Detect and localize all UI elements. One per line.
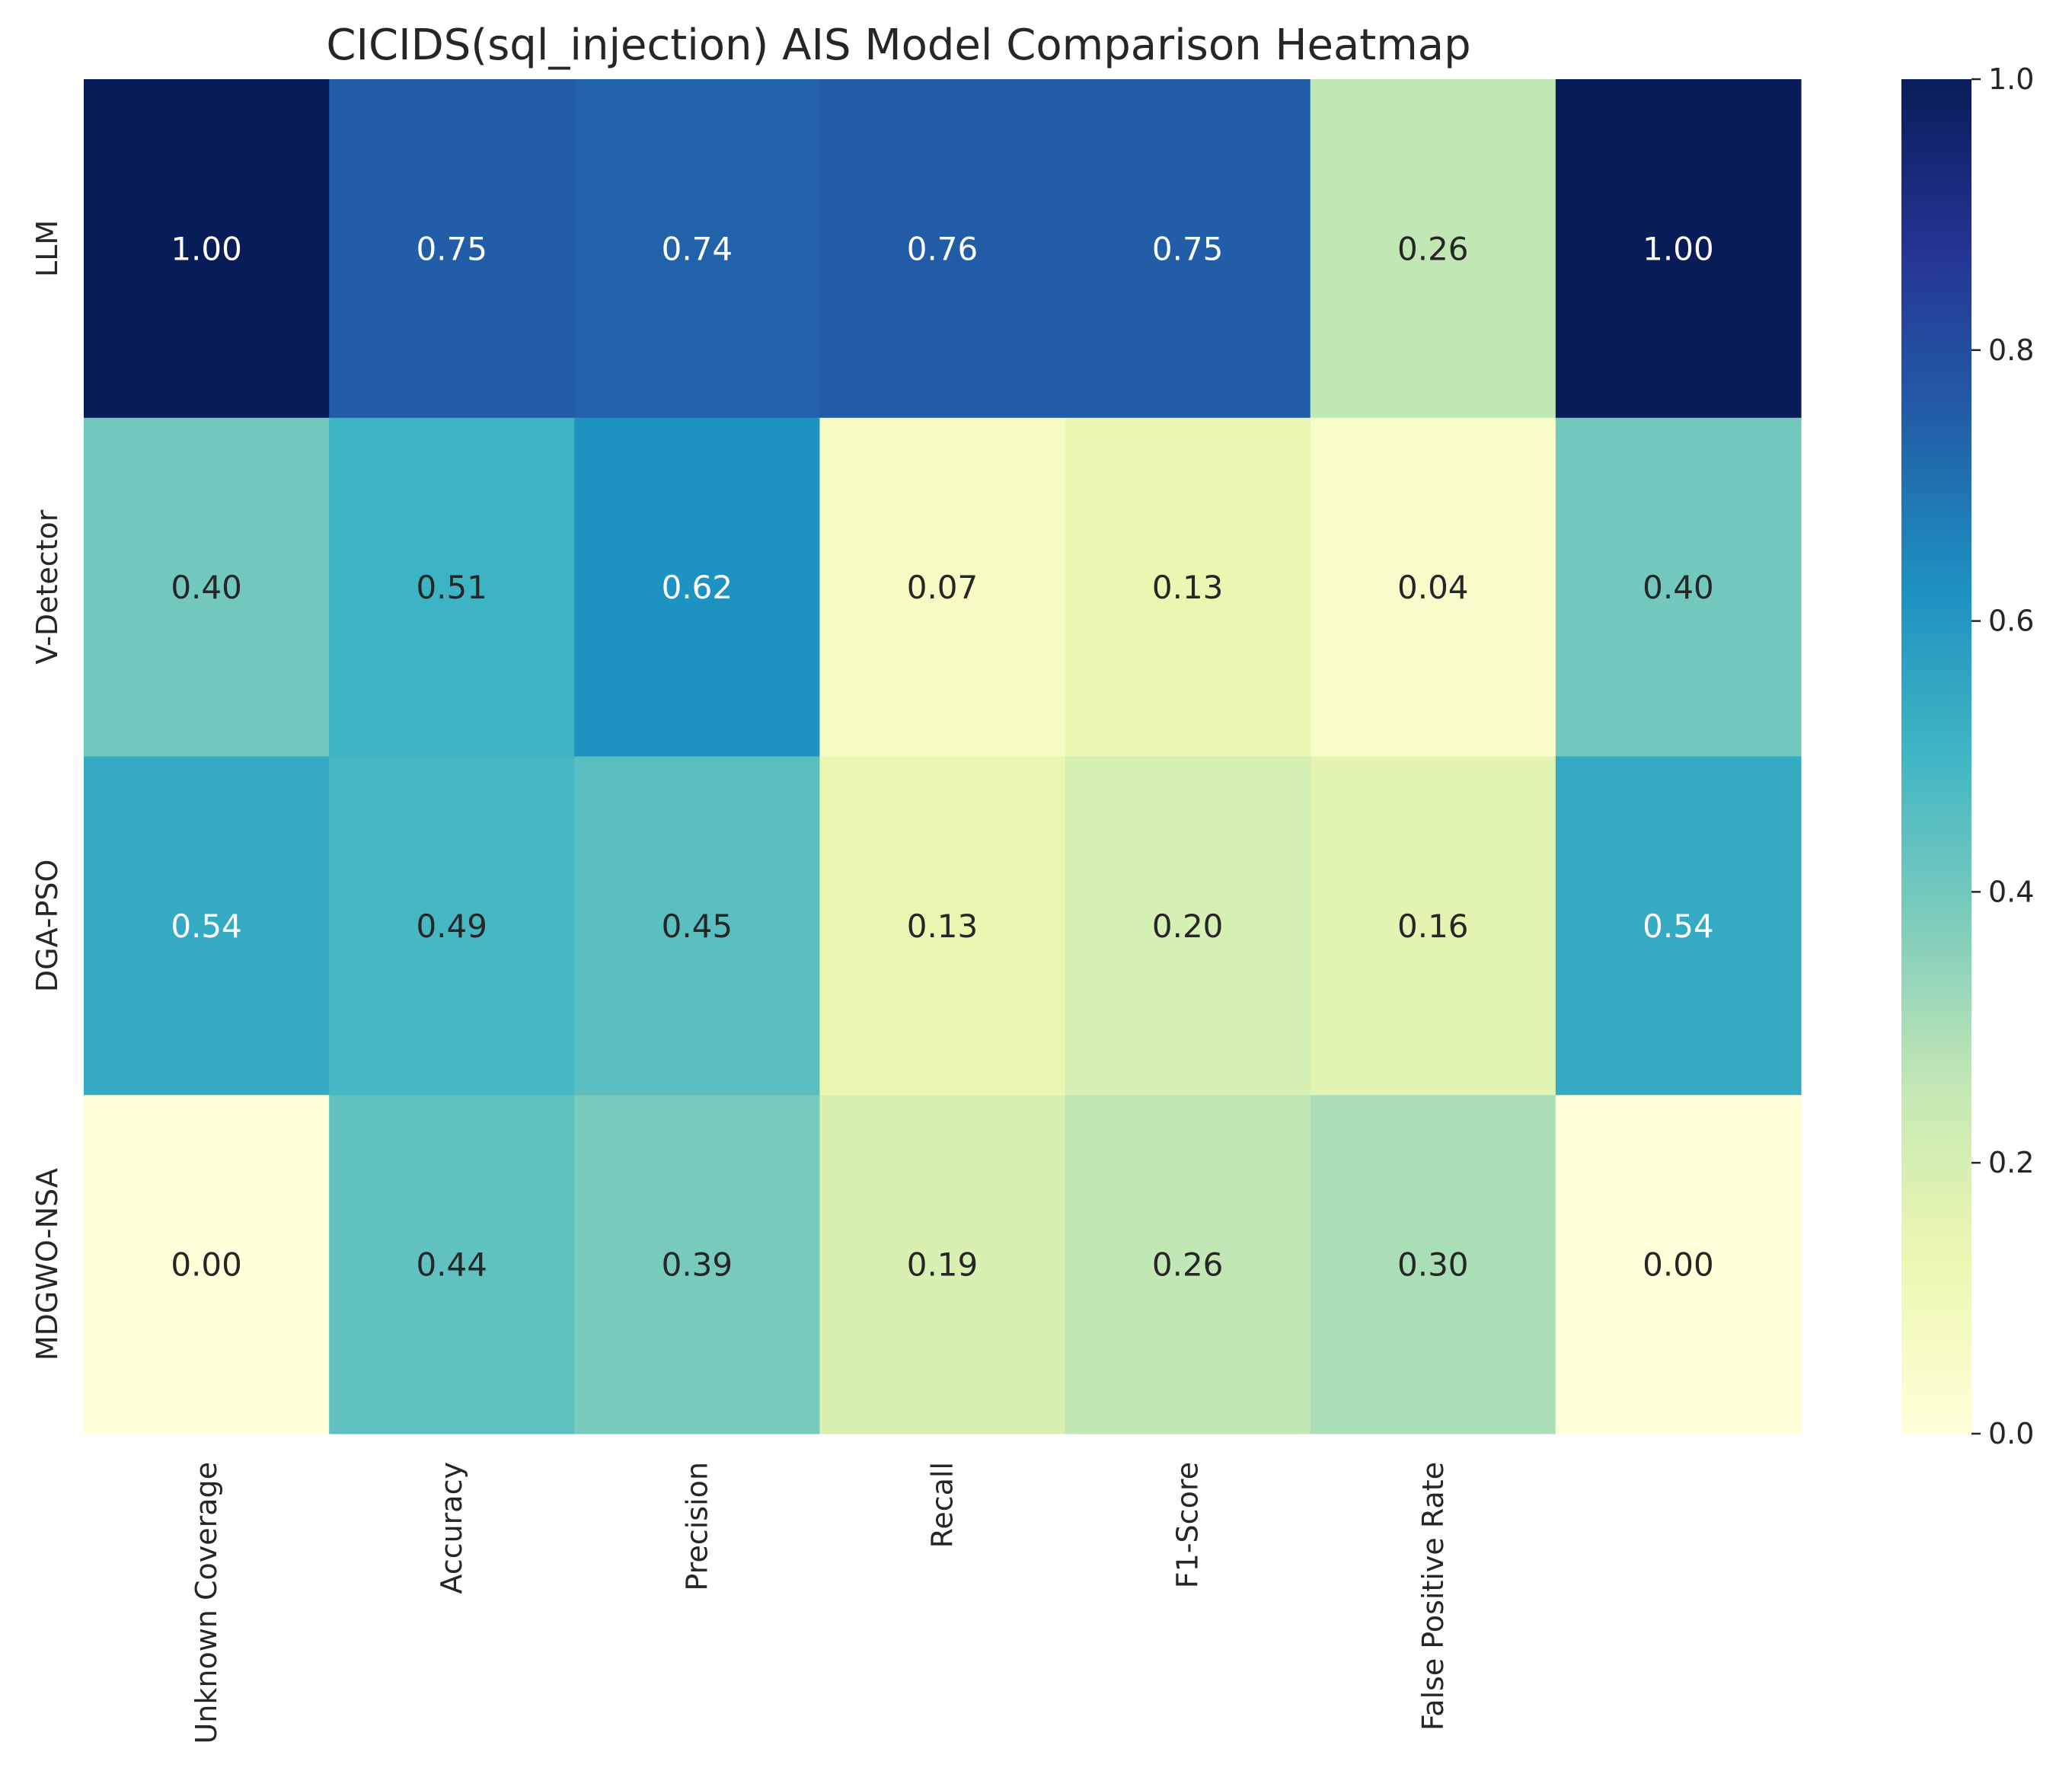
heatmap-cell (84, 1095, 330, 1434)
y-tick-label: MDGWO-NSA (30, 1168, 64, 1361)
cell-annotations: 1.00 0.75 0.74 0.76 0.75 0.26 1.00 0.40 0.51 0.62… (171, 230, 1713, 1283)
heatmap-cell (819, 1095, 1066, 1434)
heatmap-cell (574, 79, 821, 419)
cell-value-label: 0.00 (1643, 1246, 1714, 1284)
heatmap-cell (84, 79, 330, 419)
y-axis-tick-labels: LLM V-Detector DGA-PSO MDGWO-NSA (30, 220, 64, 1361)
heatmap-cell (1555, 417, 1802, 758)
heatmap-cell (329, 417, 575, 758)
x-tick-label: False Positive Rate (1416, 1462, 1450, 1731)
x-tick-label: Recall (926, 1462, 959, 1548)
colorbar-tick-label: 0.8 (1988, 333, 2034, 367)
cell-value-label: 0.39 (662, 1246, 733, 1284)
cell-value-label: 0.04 (1397, 569, 1469, 606)
cell-value-label: 0.40 (1643, 569, 1714, 606)
colorbar-ticks: 0.0 0.2 0.4 0.6 0.8 1.0 (1971, 62, 2034, 1450)
heatmap-cell (1310, 756, 1556, 1096)
cell-value-label: 0.44 (416, 1246, 487, 1284)
heatmap-cell (1310, 79, 1556, 419)
x-tick-label: Precision (680, 1462, 714, 1591)
colorbar-tick-label: 1.0 (1988, 62, 2034, 96)
x-tick-label: F1-Score (1171, 1462, 1205, 1588)
x-tick-label: Unknown Coverage (190, 1462, 223, 1744)
heatmap-cell (819, 79, 1066, 419)
heatmap-cell (329, 756, 575, 1096)
cell-value-label: 0.62 (662, 569, 733, 606)
colorbar-tick-label: 0.0 (1988, 1417, 2034, 1450)
cell-value-label: 0.20 (1152, 908, 1224, 945)
heatmap-cell (1555, 1095, 1802, 1434)
cell-value-label: 0.75 (416, 230, 487, 267)
x-tick-label: Accuracy (435, 1462, 468, 1594)
heatmap-cell (329, 1095, 575, 1434)
y-tick-label: LLM (30, 220, 64, 277)
colorbar: 0.0 0.2 0.4 0.6 0.8 1.0 (1901, 62, 2034, 1450)
heatmap-cell (1065, 756, 1311, 1096)
heatmap-cell (574, 417, 821, 758)
y-tick-label: V-Detector (30, 509, 64, 664)
cell-value-label: 0.49 (416, 908, 487, 945)
cell-value-label: 0.54 (1643, 908, 1714, 945)
x-axis-tick-labels: Unknown Coverage Accuracy Precision Recall F… (190, 1462, 1450, 1744)
colorbar-tick-label: 0.4 (1988, 875, 2034, 908)
colorbar-gradient (1901, 79, 1971, 1434)
heatmap-cell (1555, 79, 1802, 419)
cell-value-label: 1.00 (1643, 230, 1714, 267)
cell-value-label: 1.00 (171, 230, 242, 267)
heatmap-cell (574, 1095, 821, 1434)
cell-value-label: 0.16 (1397, 908, 1469, 945)
colorbar-tick-label: 0.2 (1988, 1146, 2034, 1179)
cell-value-label: 0.07 (907, 569, 979, 606)
heatmap-cells (84, 79, 1802, 1434)
heatmap-cell (1065, 79, 1311, 419)
heatmap-cell (574, 756, 821, 1096)
cell-value-label: 0.40 (171, 569, 242, 606)
cell-value-label: 0.76 (907, 230, 979, 267)
heatmap-cell (1310, 1095, 1556, 1434)
cell-value-label: 0.54 (171, 908, 242, 945)
heatmap-cell (329, 79, 575, 419)
heatmap-cell (1065, 1095, 1311, 1434)
colorbar-tick-label: 0.6 (1988, 605, 2034, 638)
heatmap-cell (819, 417, 1066, 758)
heatmap-cell (1310, 417, 1556, 758)
heatmap-cell (1065, 417, 1311, 758)
cell-value-label: 0.00 (171, 1246, 242, 1284)
heatmap-cell (1555, 756, 1802, 1096)
y-tick-label: DGA-PSO (30, 860, 64, 993)
heatmap-cell (819, 756, 1066, 1096)
cell-value-label: 0.75 (1152, 230, 1224, 267)
heatmap-cell (84, 756, 330, 1096)
cell-value-label: 0.45 (662, 908, 733, 945)
cell-value-label: 0.74 (662, 230, 733, 267)
cell-value-label: 0.26 (1397, 230, 1469, 267)
cell-value-label: 0.30 (1397, 1246, 1469, 1284)
cell-value-label: 0.26 (1152, 1246, 1224, 1284)
cell-value-label: 0.19 (907, 1246, 979, 1284)
cell-value-label: 0.13 (907, 908, 979, 945)
chart-title: CICIDS(sql_injection) AIS Model Comparis… (326, 21, 1470, 70)
cell-value-label: 0.13 (1152, 569, 1224, 606)
cell-value-label: 0.51 (416, 569, 487, 606)
heatmap-cell (84, 417, 330, 758)
